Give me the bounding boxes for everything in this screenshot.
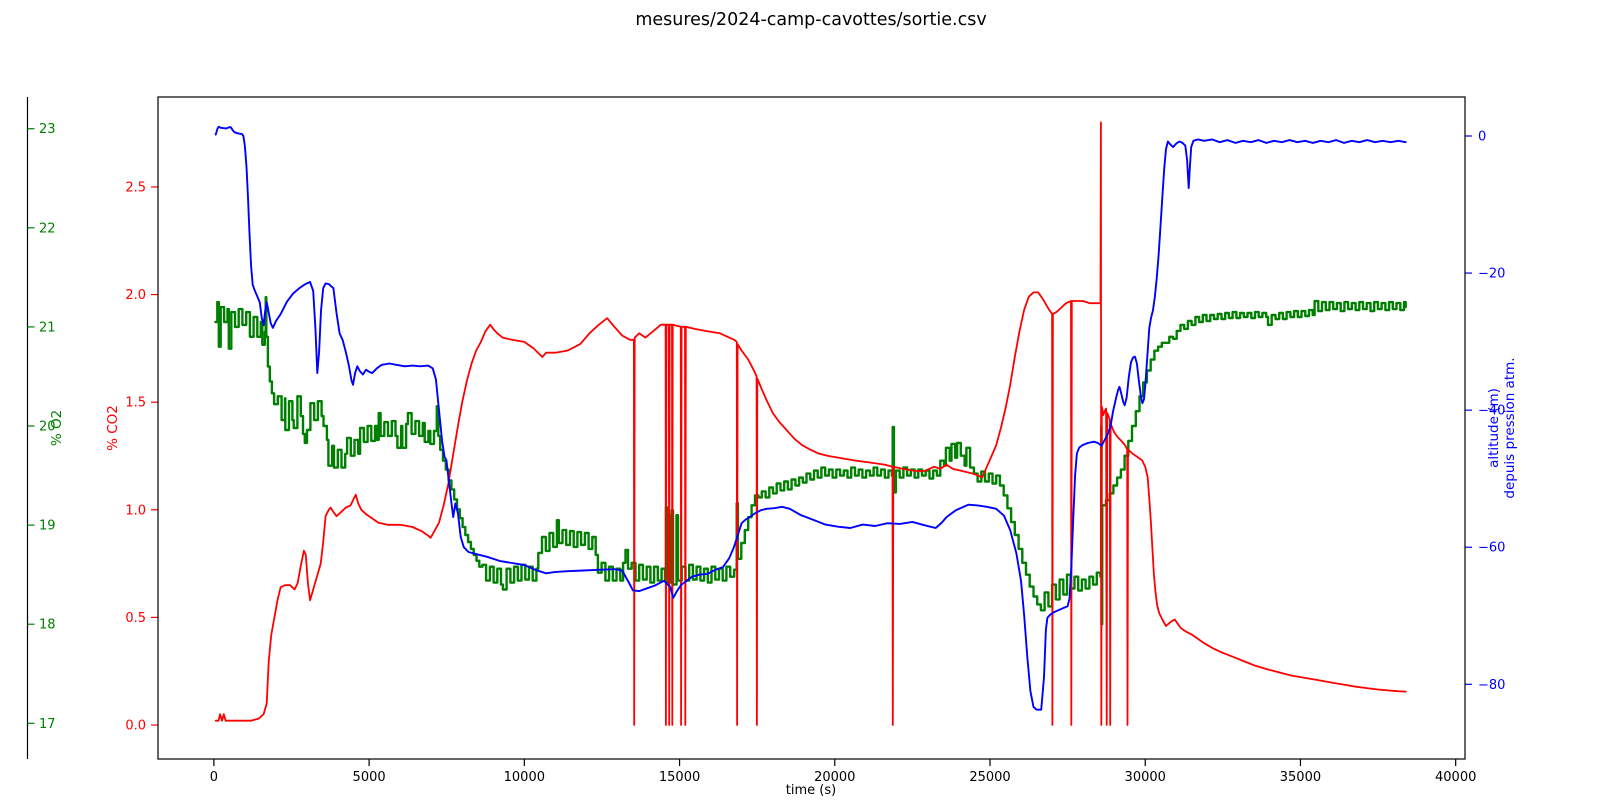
co2-tick-label: 2.0 [125, 288, 146, 303]
o2-axis-label: % O2 [49, 409, 65, 447]
o2-tick-label: 19 [39, 519, 56, 534]
o2-tick-label: 17 [39, 717, 56, 732]
series-group [214, 121, 1407, 726]
co2-tick-label: 1.5 [125, 396, 146, 411]
x-tick-label: 30000 [1125, 770, 1166, 785]
x-axis-label: time (s) [785, 783, 837, 798]
alt-tick-label: −80 [1478, 678, 1505, 693]
alt-tick-label: −60 [1478, 541, 1505, 556]
x-tick-label: 35000 [1280, 770, 1321, 785]
o2-tick-label: 23 [39, 122, 56, 137]
co2-axis-label: % CO2 [105, 405, 121, 451]
x-tick-label: 10000 [504, 770, 545, 785]
co2-tick-label: 0.5 [125, 611, 146, 626]
alt-series-path [214, 125, 1407, 711]
alt-axis-label: altitude (m) depuis pression atm. [1486, 357, 1518, 498]
x-tick-label: 40000 [1435, 770, 1476, 785]
x-tick-label: 5000 [353, 770, 386, 785]
o2-tick-label: 21 [39, 320, 56, 335]
x-tick-label: 15000 [659, 770, 700, 785]
o2-tick-label: 18 [39, 618, 56, 633]
alt-tick-label: −40 [1478, 404, 1505, 419]
o2-tick-label: 20 [39, 420, 56, 435]
x-tick-label: 20000 [814, 770, 855, 785]
co2-tick-label: 2.5 [125, 180, 146, 195]
alt-tick-label: 0 [1478, 129, 1486, 144]
o2-series-path [214, 296, 1407, 626]
co2-series-path [214, 121, 1407, 726]
co2-tick-label: 1.0 [125, 503, 146, 518]
alt-axis-label-line2: depuis pression atm. [1502, 357, 1518, 499]
o2-tick-label: 22 [39, 221, 56, 236]
alt-tick-label: −20 [1478, 267, 1505, 282]
x-tick-label: 0 [210, 770, 218, 785]
x-tick-label: 25000 [969, 770, 1010, 785]
plot-frame [157, 96, 1466, 760]
co2-tick-label: 0.0 [125, 718, 146, 733]
chart-title: mesures/2024-camp-cavottes/sortie.csv [635, 10, 987, 30]
alt-axis-label-line1: altitude (m) [1486, 388, 1502, 468]
